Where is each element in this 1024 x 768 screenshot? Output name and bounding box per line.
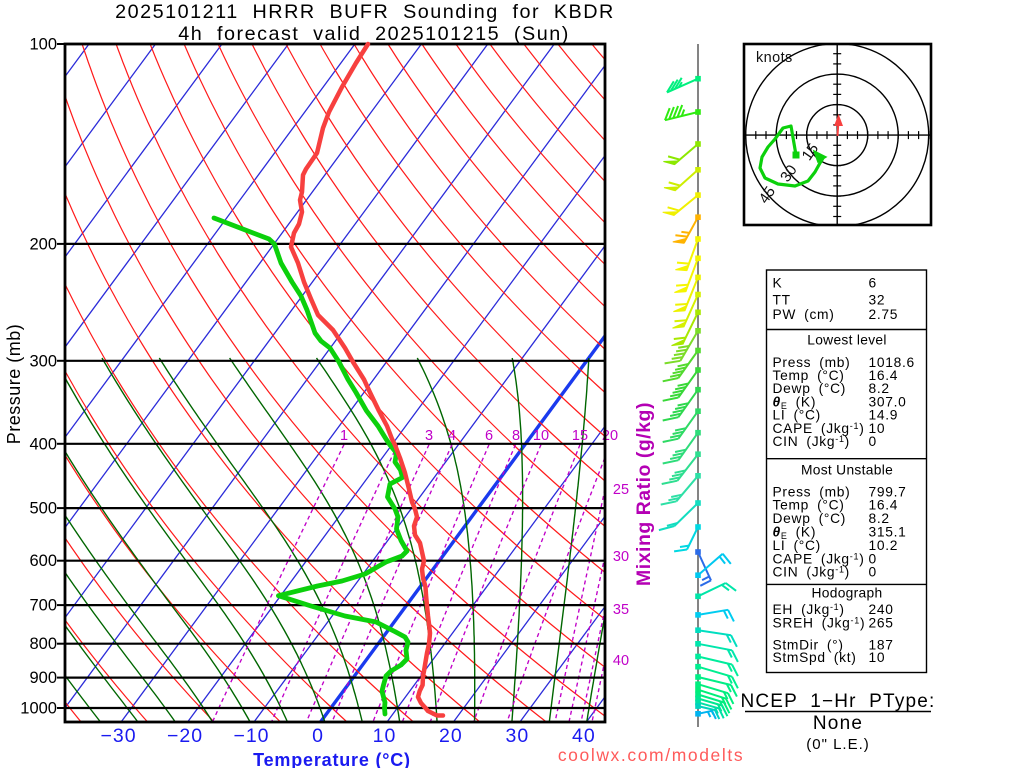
svg-text:700: 700 — [29, 597, 57, 615]
svg-text:500: 500 — [29, 500, 57, 518]
svg-text:Temp (°C): Temp (°C) — [773, 498, 845, 513]
svg-text:θE (K): θE (K) — [773, 394, 817, 411]
svg-text:Temperature (°C): Temperature (°C) — [253, 750, 411, 768]
svg-text:TT: TT — [773, 293, 791, 308]
svg-text:−20: −20 — [167, 725, 203, 747]
svg-text:Press (mb): Press (mb) — [773, 355, 851, 370]
svg-text:knots: knots — [756, 50, 793, 66]
svg-text:30: 30 — [777, 162, 800, 185]
svg-text:8.2: 8.2 — [869, 381, 890, 396]
svg-text:10.2: 10.2 — [869, 538, 899, 553]
svg-text:6: 6 — [485, 428, 493, 444]
svg-text:Dewp (°C): Dewp (°C) — [773, 511, 847, 526]
svg-text:NCEP 1−Hr PType:: NCEP 1−Hr PType: — [740, 691, 935, 712]
svg-text:Hodograph: Hodograph — [812, 586, 883, 601]
svg-text:20: 20 — [439, 725, 463, 747]
svg-text:25: 25 — [613, 482, 629, 498]
svg-text:Press (mb): Press (mb) — [773, 484, 851, 499]
svg-text:Most Unstable: Most Unstable — [801, 462, 893, 477]
svg-text:799.7: 799.7 — [869, 484, 907, 499]
svg-text:2025101211 HRRR BUFR Sounding: 2025101211 HRRR BUFR Sounding for KBDR — [115, 1, 615, 23]
svg-text:1000: 1000 — [20, 700, 57, 718]
svg-text:0: 0 — [869, 434, 877, 449]
svg-text:6: 6 — [869, 276, 877, 291]
svg-text:LI (°C): LI (°C) — [773, 538, 821, 553]
svg-text:StmSpd (kt): StmSpd (kt) — [773, 650, 857, 665]
svg-text:14.9: 14.9 — [869, 408, 899, 423]
svg-text:Mixing Ratio (g/kg): Mixing Ratio (g/kg) — [633, 402, 655, 586]
svg-text:CAPE (Jkg-1): CAPE (Jkg-1) — [773, 551, 865, 566]
svg-text:300: 300 — [29, 352, 57, 370]
svg-text:Lowest level: Lowest level — [807, 333, 887, 348]
svg-text:SREH (Jkg-1): SREH (Jkg-1) — [773, 616, 866, 631]
svg-text:(0" L.E.): (0" L.E.) — [806, 736, 870, 753]
svg-text:0: 0 — [312, 725, 324, 747]
svg-text:CIN (Jkg-1): CIN (Jkg-1) — [773, 434, 850, 449]
svg-text:4: 4 — [448, 428, 456, 444]
svg-text:EH (Jkg-1): EH (Jkg-1) — [773, 602, 845, 617]
svg-text:8: 8 — [512, 428, 520, 444]
svg-text:600: 600 — [29, 552, 57, 570]
svg-text:16.4: 16.4 — [869, 498, 899, 513]
svg-text:10: 10 — [373, 725, 397, 747]
svg-text:16.4: 16.4 — [869, 368, 899, 383]
svg-text:LI (°C): LI (°C) — [773, 408, 821, 423]
svg-text:10: 10 — [869, 650, 886, 665]
svg-text:K: K — [773, 276, 783, 291]
svg-text:8.2: 8.2 — [869, 511, 890, 526]
svg-text:θE (K): θE (K) — [773, 525, 817, 542]
svg-text:2.75: 2.75 — [869, 307, 899, 322]
svg-text:45: 45 — [756, 184, 779, 207]
svg-text:PW (cm): PW (cm) — [773, 307, 835, 322]
svg-text:400: 400 — [29, 435, 57, 453]
svg-text:Temp (°C): Temp (°C) — [773, 368, 845, 383]
svg-text:240: 240 — [869, 602, 894, 617]
svg-text:−30: −30 — [101, 725, 137, 747]
svg-text:265: 265 — [869, 616, 894, 631]
svg-text:35: 35 — [613, 602, 629, 618]
svg-text:40: 40 — [572, 725, 596, 747]
svg-text:−10: −10 — [233, 725, 269, 747]
svg-text:Pressure (mb): Pressure (mb) — [4, 324, 24, 445]
svg-text:0: 0 — [869, 551, 877, 566]
svg-text:15: 15 — [572, 428, 588, 444]
svg-text:40: 40 — [613, 653, 629, 669]
svg-text:3: 3 — [425, 428, 433, 444]
svg-text:coolwx.com/modelts: coolwx.com/modelts — [558, 745, 744, 765]
svg-text:4h forecast valid 2025101215 (: 4h forecast valid 2025101215 (Sun) — [178, 23, 570, 45]
svg-text:StmDir (°): StmDir (°) — [773, 637, 844, 652]
svg-text:Dewp (°C): Dewp (°C) — [773, 381, 847, 396]
svg-text:10: 10 — [533, 428, 549, 444]
svg-text:CAPE (Jkg-1): CAPE (Jkg-1) — [773, 421, 865, 436]
svg-text:800: 800 — [29, 635, 57, 653]
svg-text:10: 10 — [869, 421, 886, 436]
svg-text:900: 900 — [29, 669, 57, 687]
svg-text:30: 30 — [613, 549, 629, 565]
svg-text:30: 30 — [506, 725, 530, 747]
svg-text:1: 1 — [340, 428, 348, 444]
svg-text:0: 0 — [869, 565, 877, 580]
svg-text:315.1: 315.1 — [869, 525, 907, 540]
svg-text:307.0: 307.0 — [869, 394, 907, 409]
svg-text:None: None — [813, 713, 863, 734]
svg-text:CIN (Jkg-1): CIN (Jkg-1) — [773, 565, 850, 580]
svg-text:187: 187 — [869, 637, 894, 652]
svg-text:200: 200 — [29, 235, 57, 253]
svg-text:100: 100 — [29, 36, 57, 54]
svg-text:32: 32 — [869, 293, 886, 308]
svg-text:1018.6: 1018.6 — [869, 355, 915, 370]
